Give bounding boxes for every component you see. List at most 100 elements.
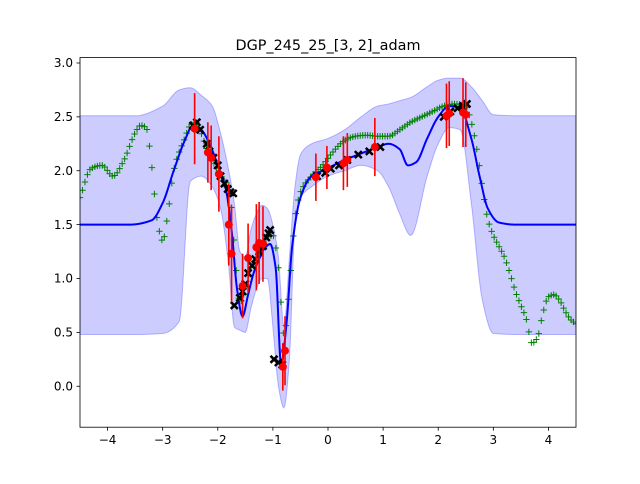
sample-point [513, 291, 520, 298]
sample-point [148, 164, 156, 171]
sample-point [533, 336, 540, 343]
prediction-point [311, 173, 320, 182]
sample-point [161, 233, 168, 240]
y-tick-label: 3.0 [54, 56, 73, 70]
sample-point [277, 298, 285, 306]
sample-point [166, 200, 173, 208]
y-tick-label: 1.5 [54, 218, 73, 232]
sample-point [118, 160, 126, 167]
sample-point [540, 306, 547, 314]
sample-point [116, 165, 123, 172]
y-tick-label: 2.0 [54, 164, 73, 178]
sample-point [495, 243, 503, 250]
data-point [229, 301, 239, 310]
data-point [250, 254, 260, 264]
sample-point [557, 299, 565, 307]
x-tick-label: −1 [264, 433, 282, 447]
data-point [220, 179, 229, 189]
plot-area [80, 77, 576, 409]
sample-point [520, 309, 528, 316]
prediction-point [244, 254, 253, 263]
prediction-point [190, 124, 199, 133]
axes: −4 −3 −2 −1 0 1 2 3 4 0.0 0.5 1.0 1.5 2.0 2.5 3.0 [54, 56, 577, 447]
sample-point [508, 275, 515, 282]
sample-point [126, 143, 133, 150]
data-point [228, 188, 238, 198]
sample-point [535, 330, 542, 337]
sample-point [493, 238, 500, 246]
prediction-point [461, 110, 470, 119]
data-point [202, 139, 212, 149]
prediction-point [238, 282, 247, 291]
sample-point [121, 155, 128, 163]
x-tick-label: 0 [324, 433, 332, 447]
prediction-point [445, 109, 454, 118]
data-point [353, 150, 363, 159]
y-tick-label: 0.5 [54, 326, 73, 340]
sample-point [468, 121, 476, 128]
sample-point [81, 178, 89, 186]
sample-point [151, 190, 158, 198]
prediction-point [278, 362, 287, 371]
sample-point [505, 267, 513, 274]
prediction-point [370, 143, 379, 152]
sample-point [146, 142, 153, 150]
sample-point [515, 297, 523, 304]
chart-title: DGP_245_25_[3, 2]_adam [236, 38, 421, 54]
x-tick-label: 4 [545, 433, 553, 447]
y-tick-label: 2.5 [54, 110, 73, 124]
data-point [261, 233, 271, 242]
sample-point [123, 149, 131, 157]
sample-point [324, 155, 332, 162]
sample-point [538, 317, 545, 324]
sample-point [503, 259, 510, 267]
x-tick-label: 2 [434, 433, 442, 447]
x-tick-label: −2 [209, 433, 227, 447]
sample-point [156, 228, 163, 235]
sample-point [572, 320, 576, 327]
sample-point [272, 244, 280, 252]
prediction-point [224, 220, 233, 229]
data-point [462, 99, 472, 109]
prediction-point [322, 163, 331, 172]
sample-point [133, 126, 141, 133]
prediction-point [207, 153, 216, 162]
sample-point [101, 163, 108, 171]
sample-point [555, 295, 562, 303]
prediction-point [343, 155, 352, 164]
data-point [213, 160, 223, 170]
sample-point [510, 283, 518, 291]
sample-point [486, 220, 493, 228]
sample-point [483, 211, 490, 218]
sample-point [523, 316, 530, 323]
sample-point [518, 303, 525, 311]
sample-point [498, 248, 505, 255]
sample-point [525, 328, 533, 336]
sample-point [131, 130, 138, 138]
prediction-point [258, 240, 267, 249]
sample-point [471, 132, 478, 139]
sample-point [500, 253, 508, 260]
data-point [265, 225, 275, 235]
sample-point [562, 309, 570, 316]
sample-point [490, 234, 498, 241]
x-tick-label: 3 [490, 433, 498, 447]
prediction-point [214, 169, 223, 178]
prediction-markers [190, 108, 470, 371]
y-tick-label: 0.0 [54, 379, 73, 393]
prediction-point [281, 346, 290, 355]
x-tick-label: −4 [99, 433, 117, 447]
sample-point [84, 171, 91, 178]
sample-point [543, 297, 550, 305]
sample-point [158, 236, 166, 244]
y-tick-label: 1.0 [54, 272, 73, 286]
prediction-point [227, 249, 236, 258]
data-point [247, 261, 257, 270]
x-tick-label: −3 [154, 433, 172, 447]
sample-point [114, 169, 121, 176]
sample-point [143, 126, 151, 133]
sample-point [128, 136, 136, 143]
